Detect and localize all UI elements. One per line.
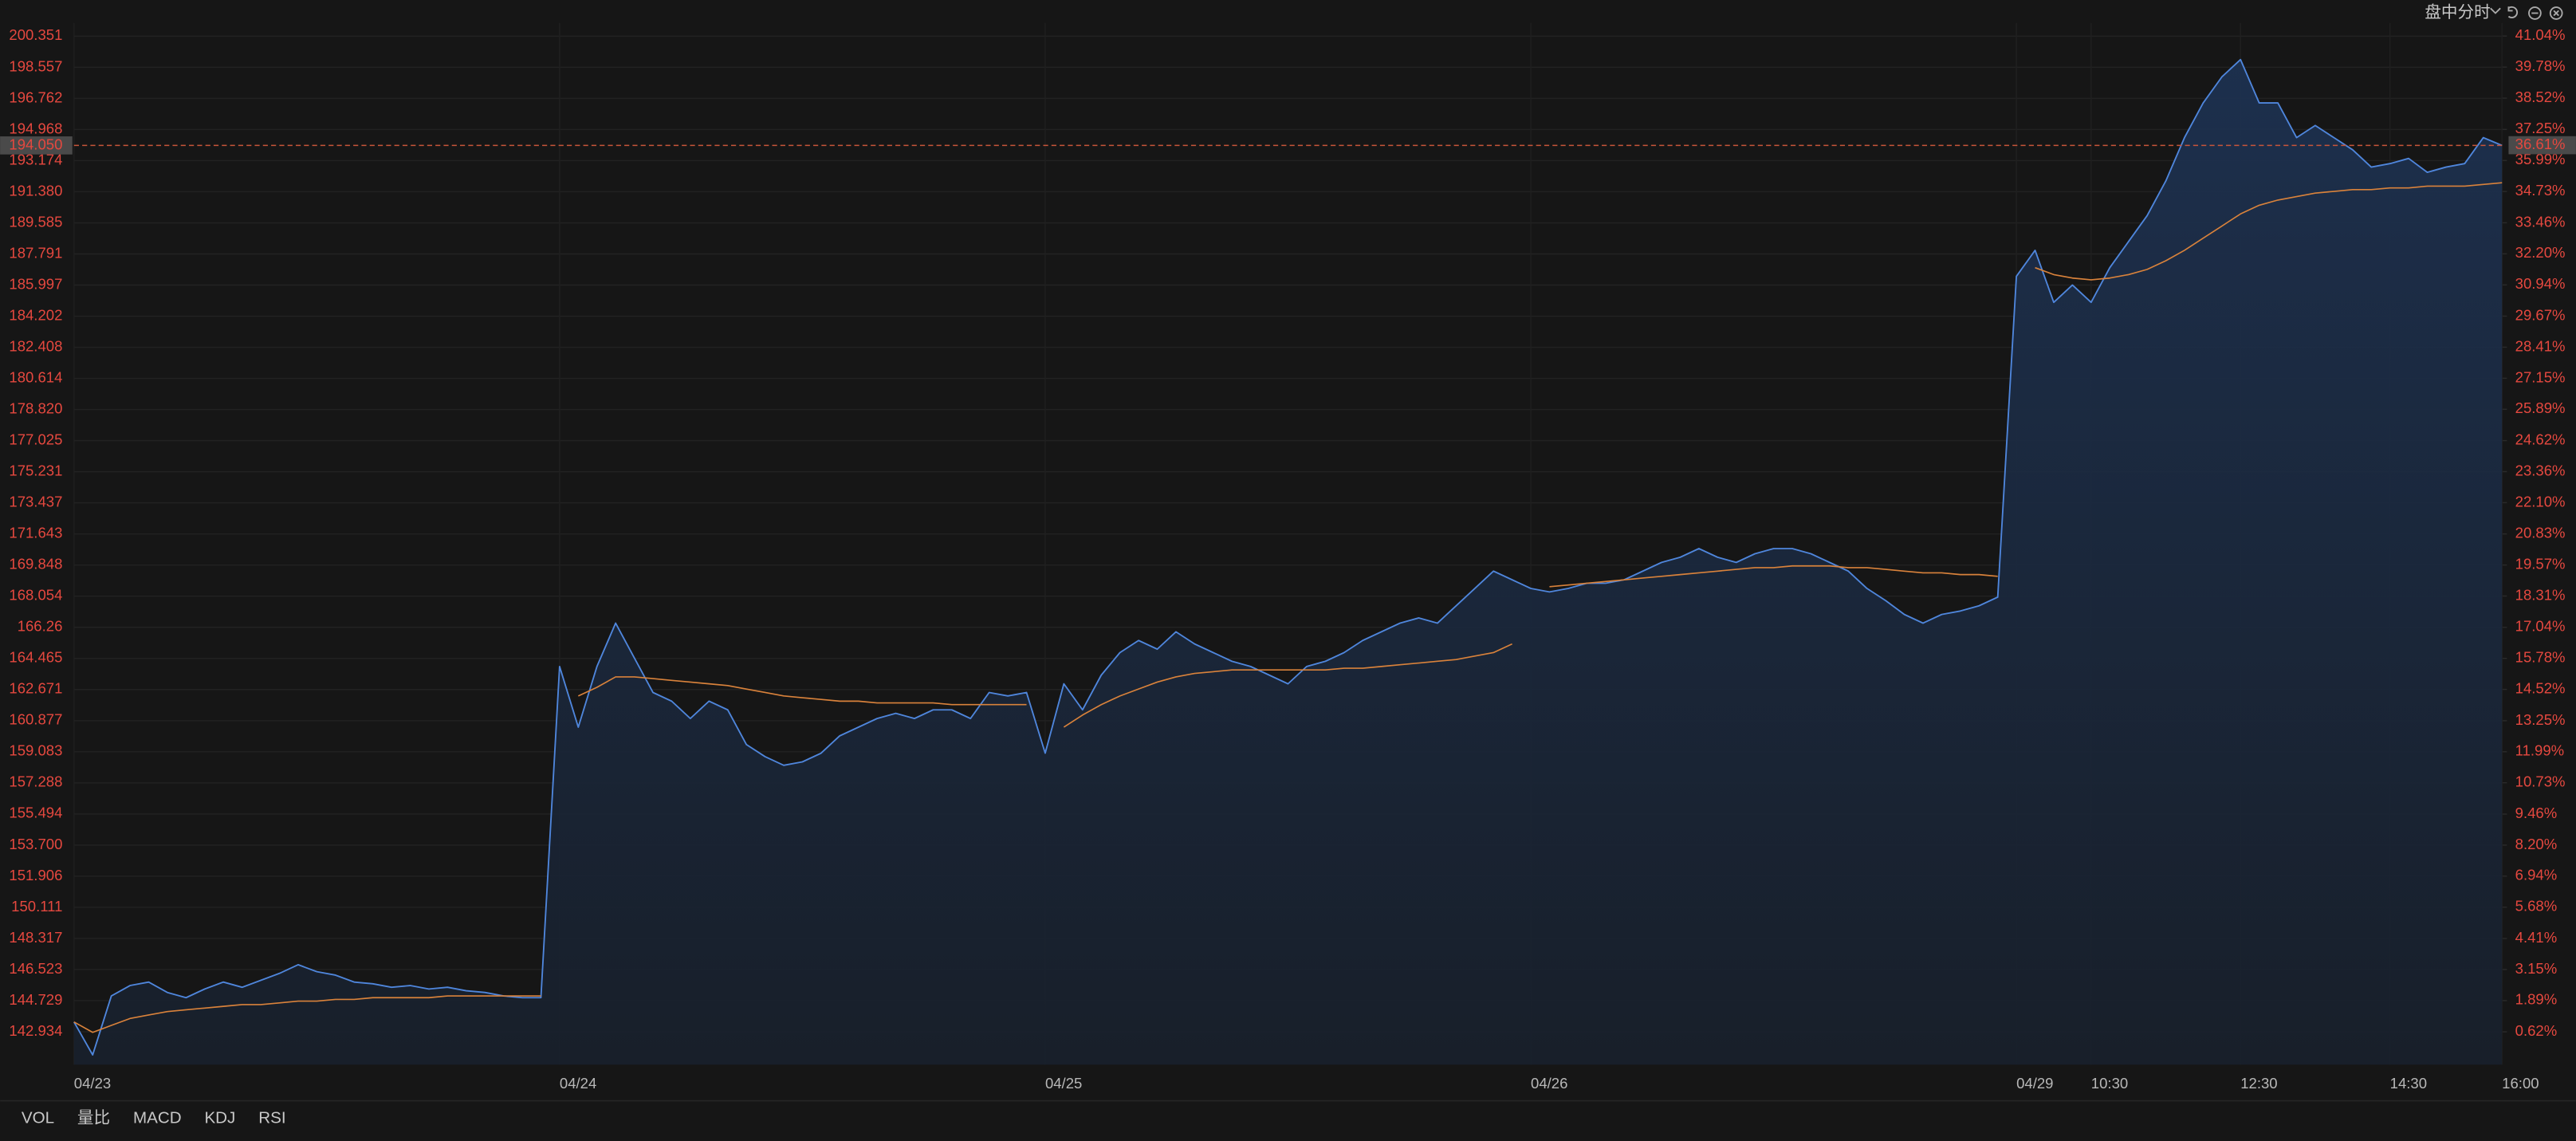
y-tick-label: 155.494 (9, 805, 62, 821)
y2-tick-label: 3.15% (2515, 960, 2558, 977)
y-tick-label: 175.231 (9, 462, 62, 479)
dropdown-icon[interactable] (2490, 7, 2501, 14)
x-tick-label: 16:00 (2502, 1075, 2539, 1092)
price-area (73, 59, 2503, 1065)
y-tick-label: 151.906 (9, 867, 62, 883)
y-tick-label: 189.585 (9, 213, 62, 230)
y2-tick-label: 15.78% (2515, 649, 2566, 666)
y-tick-label: 200.351 (9, 26, 62, 43)
y2-tick-label: 28.41% (2515, 337, 2566, 354)
y2-tick-label: 23.36% (2515, 462, 2566, 478)
y-tick-label: 150.111 (11, 898, 62, 915)
y2-tick-label: 41.04% (2515, 26, 2566, 43)
y2-tick-label: 19.57% (2515, 555, 2566, 572)
last-change-label: 36.61% (2515, 136, 2566, 152)
y2-tick-label: 13.25% (2515, 711, 2566, 728)
indicator-tab[interactable]: VOL (22, 1109, 54, 1127)
x-tick-label: 10:30 (2091, 1075, 2128, 1092)
y-tick-label: 146.523 (9, 960, 62, 977)
y2-tick-label: 35.99% (2515, 151, 2566, 167)
y-tick-label: 194.968 (9, 120, 62, 136)
close-glyph (2553, 10, 2559, 17)
y-tick-label: 191.380 (9, 182, 62, 199)
y-tick-label: 148.317 (9, 929, 62, 946)
y-tick-label: 159.083 (9, 742, 62, 759)
x-tick-label: 04/26 (1531, 1075, 1567, 1092)
last-price-box (0, 136, 73, 155)
x-tick-label: 04/23 (74, 1075, 111, 1092)
x-tick-label: 04/24 (560, 1075, 596, 1092)
y-tick-label: 171.643 (9, 525, 62, 541)
y2-tick-label: 34.73% (2515, 182, 2566, 199)
y-tick-label: 162.671 (9, 680, 62, 697)
indicator-tab[interactable]: MACD (133, 1109, 182, 1127)
indicator-tab[interactable]: KDJ (204, 1109, 235, 1127)
y-tick-label: 198.557 (9, 57, 62, 74)
last-price-label: 194.050 (9, 136, 62, 152)
y2-tick-label: 11.99% (2515, 742, 2564, 759)
indicator-tab[interactable]: 量比 (77, 1109, 110, 1127)
y-tick-label: 185.997 (9, 275, 62, 292)
y-tick-label: 182.408 (9, 337, 62, 354)
indicator-tab[interactable]: RSI (258, 1109, 285, 1127)
y2-tick-label: 8.20% (2515, 836, 2558, 852)
y-tick-label: 173.437 (9, 494, 62, 510)
y-tick-label: 196.762 (9, 89, 62, 105)
y-tick-label: 184.202 (9, 306, 62, 323)
x-tick-label: 04/29 (2016, 1075, 2053, 1092)
minimize-icon[interactable] (2528, 6, 2542, 20)
y2-tick-label: 1.89% (2515, 991, 2558, 1008)
y2-tick-label: 38.52% (2515, 89, 2566, 105)
y-tick-label: 187.791 (9, 244, 62, 261)
x-tick-label: 14:30 (2390, 1075, 2427, 1092)
y-tick-label: 160.877 (9, 711, 62, 728)
y-tick-label: 177.025 (9, 431, 62, 448)
y-tick-label: 164.465 (9, 649, 62, 666)
y2-tick-label: 29.67% (2515, 306, 2566, 323)
close-icon[interactable] (2549, 6, 2563, 20)
toolbar-icons (2507, 6, 2563, 20)
y-tick-label: 178.820 (9, 399, 62, 416)
y2-tick-label: 37.25% (2515, 120, 2566, 136)
y-tick-label: 193.174 (9, 151, 62, 167)
y-tick-label: 144.729 (9, 991, 62, 1008)
y2-tick-label: 24.62% (2515, 431, 2566, 447)
y-tick-label: 166.26 (18, 618, 63, 635)
reset-icon[interactable] (2507, 6, 2519, 18)
y2-tick-label: 9.46% (2515, 805, 2558, 821)
last-change-box (2508, 136, 2576, 155)
y2-tick-label: 18.31% (2515, 586, 2566, 603)
y-tick-label: 157.288 (9, 773, 62, 790)
average-line (73, 182, 2503, 1033)
y2-tick-label: 10.73% (2515, 773, 2566, 790)
y-tick-label: 180.614 (9, 368, 62, 385)
y2-tick-label: 5.68% (2515, 898, 2558, 915)
y2-tick-label: 0.62% (2515, 1022, 2558, 1039)
y2-tick-label: 17.04% (2515, 618, 2566, 635)
x-tick-label: 12:30 (2240, 1075, 2277, 1092)
y2-tick-label: 39.78% (2515, 57, 2566, 74)
y2-tick-label: 30.94% (2515, 275, 2566, 292)
y2-tick-label: 32.20% (2515, 244, 2566, 261)
y-tick-label: 169.848 (9, 556, 62, 572)
y-tick-label: 168.054 (9, 587, 62, 604)
y-tick-label: 142.934 (9, 1022, 62, 1039)
y2-tick-label: 14.52% (2515, 680, 2566, 697)
y2-tick-label: 4.41% (2515, 929, 2558, 946)
y2-tick-label: 25.89% (2515, 399, 2566, 416)
y2-tick-label: 22.10% (2515, 493, 2566, 510)
x-tick-label: 04/25 (1045, 1075, 1082, 1092)
y2-tick-label: 6.94% (2515, 867, 2558, 883)
price-line (73, 58, 2503, 1056)
y2-tick-label: 33.46% (2515, 213, 2566, 230)
mode-label[interactable]: 盘中分时 (2425, 3, 2490, 22)
y2-tick-label: 20.83% (2515, 525, 2566, 541)
y-tick-label: 153.700 (9, 836, 62, 852)
y2-tick-label: 27.15% (2515, 368, 2566, 385)
